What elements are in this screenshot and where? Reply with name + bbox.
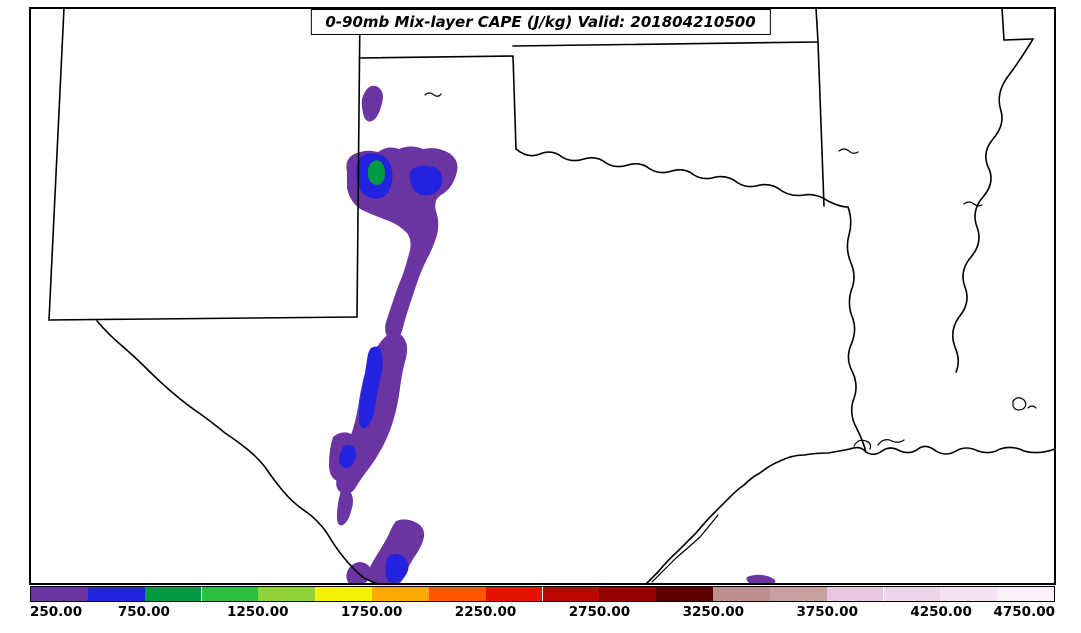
ks-mo-border xyxy=(815,7,819,43)
cape-region-bump-blue-spot xyxy=(338,444,357,469)
colorbar-segment xyxy=(826,587,884,601)
colorbar-segment xyxy=(428,587,486,601)
cape-region-corridor-blue-core xyxy=(359,346,383,429)
state-border-layer xyxy=(48,7,1056,585)
barrier-island xyxy=(651,514,719,583)
mississippi-river-border xyxy=(951,38,1034,373)
colorbar-segment xyxy=(997,587,1054,601)
colorbar-segment xyxy=(940,587,998,601)
nm-east-border xyxy=(356,7,361,318)
cape-region-south-thin xyxy=(337,489,353,526)
title-box: 0-90mb Mix-layer CAPE (J/kg) Valid: 2018… xyxy=(310,9,771,35)
rio-grande-border xyxy=(96,320,379,585)
ks-ok-border xyxy=(512,41,819,47)
colorbar-tick-label: 4750.00 xyxy=(993,604,1056,620)
colorbar-segment xyxy=(372,587,429,601)
colorbar-segment xyxy=(315,587,372,601)
colorbar xyxy=(30,586,1055,602)
colorbar-tick-label: 3250.00 xyxy=(682,604,745,620)
tx-panhandle-border xyxy=(358,55,517,150)
colorbar-segment xyxy=(31,587,88,601)
cape-region-south-cluster xyxy=(368,519,425,584)
colorbar-segment xyxy=(485,587,543,601)
colorbar-tick-label: 250.00 xyxy=(30,604,83,620)
colorbar-tick-label: 1750.00 xyxy=(340,604,403,620)
cape-region-south-blue-blob xyxy=(385,554,409,584)
colorbar-segment xyxy=(144,587,202,601)
cape-region-coast-dash xyxy=(746,574,776,584)
nm-west-border xyxy=(48,7,65,321)
lake-mark-2 xyxy=(838,148,859,154)
tx-la-ar-border xyxy=(846,206,867,453)
ok-ar-border xyxy=(817,41,825,207)
map-frame xyxy=(29,7,1056,585)
red-river-tx-ok-border xyxy=(515,148,849,208)
colorbar-tick-label: 750.00 xyxy=(117,604,170,620)
lake-mark-3 xyxy=(963,201,983,207)
colorbar-segment xyxy=(769,587,827,601)
colorbar-tick-label: 3750.00 xyxy=(796,604,858,620)
mo-west-border xyxy=(1001,7,1005,41)
lake-mark-1 xyxy=(424,92,442,97)
colorbar-segment xyxy=(87,587,145,601)
colorbar-segment xyxy=(258,587,316,601)
colorbar-segment xyxy=(599,587,657,601)
map-title: 0-90mb Mix-layer CAPE (J/kg) Valid: 2018… xyxy=(325,13,756,31)
gulf-coastline xyxy=(645,445,1056,585)
colorbar-segment xyxy=(883,587,941,601)
colorbar-segment xyxy=(713,587,770,601)
colorbar-segment xyxy=(201,587,259,601)
colorbar-segment xyxy=(656,587,713,601)
colorbar-tick-label: 2250.00 xyxy=(454,604,517,620)
cape-region-panhandle-lobe xyxy=(361,85,383,122)
lake-mark-4 xyxy=(1012,397,1037,411)
cape-region-panhandle-blue-east xyxy=(409,165,443,196)
colorbar-labels: 250.00 750.00 1250.00 1750.00 2250.00 2750.00… xyxy=(30,604,1055,622)
colorbar-tick-label: 1250.00 xyxy=(227,604,289,620)
mo-ar-border xyxy=(1003,38,1034,41)
cape-fill-layer xyxy=(329,85,776,584)
colorbar-segment xyxy=(542,587,600,601)
bay-squiggle xyxy=(853,439,905,450)
nm-south-border xyxy=(48,316,358,321)
colorbar-tick-label: 4250.00 xyxy=(910,604,972,620)
colorbar-tick-label: 2750.00 xyxy=(568,604,631,620)
cape-region-panhandle-green-core xyxy=(367,160,386,185)
